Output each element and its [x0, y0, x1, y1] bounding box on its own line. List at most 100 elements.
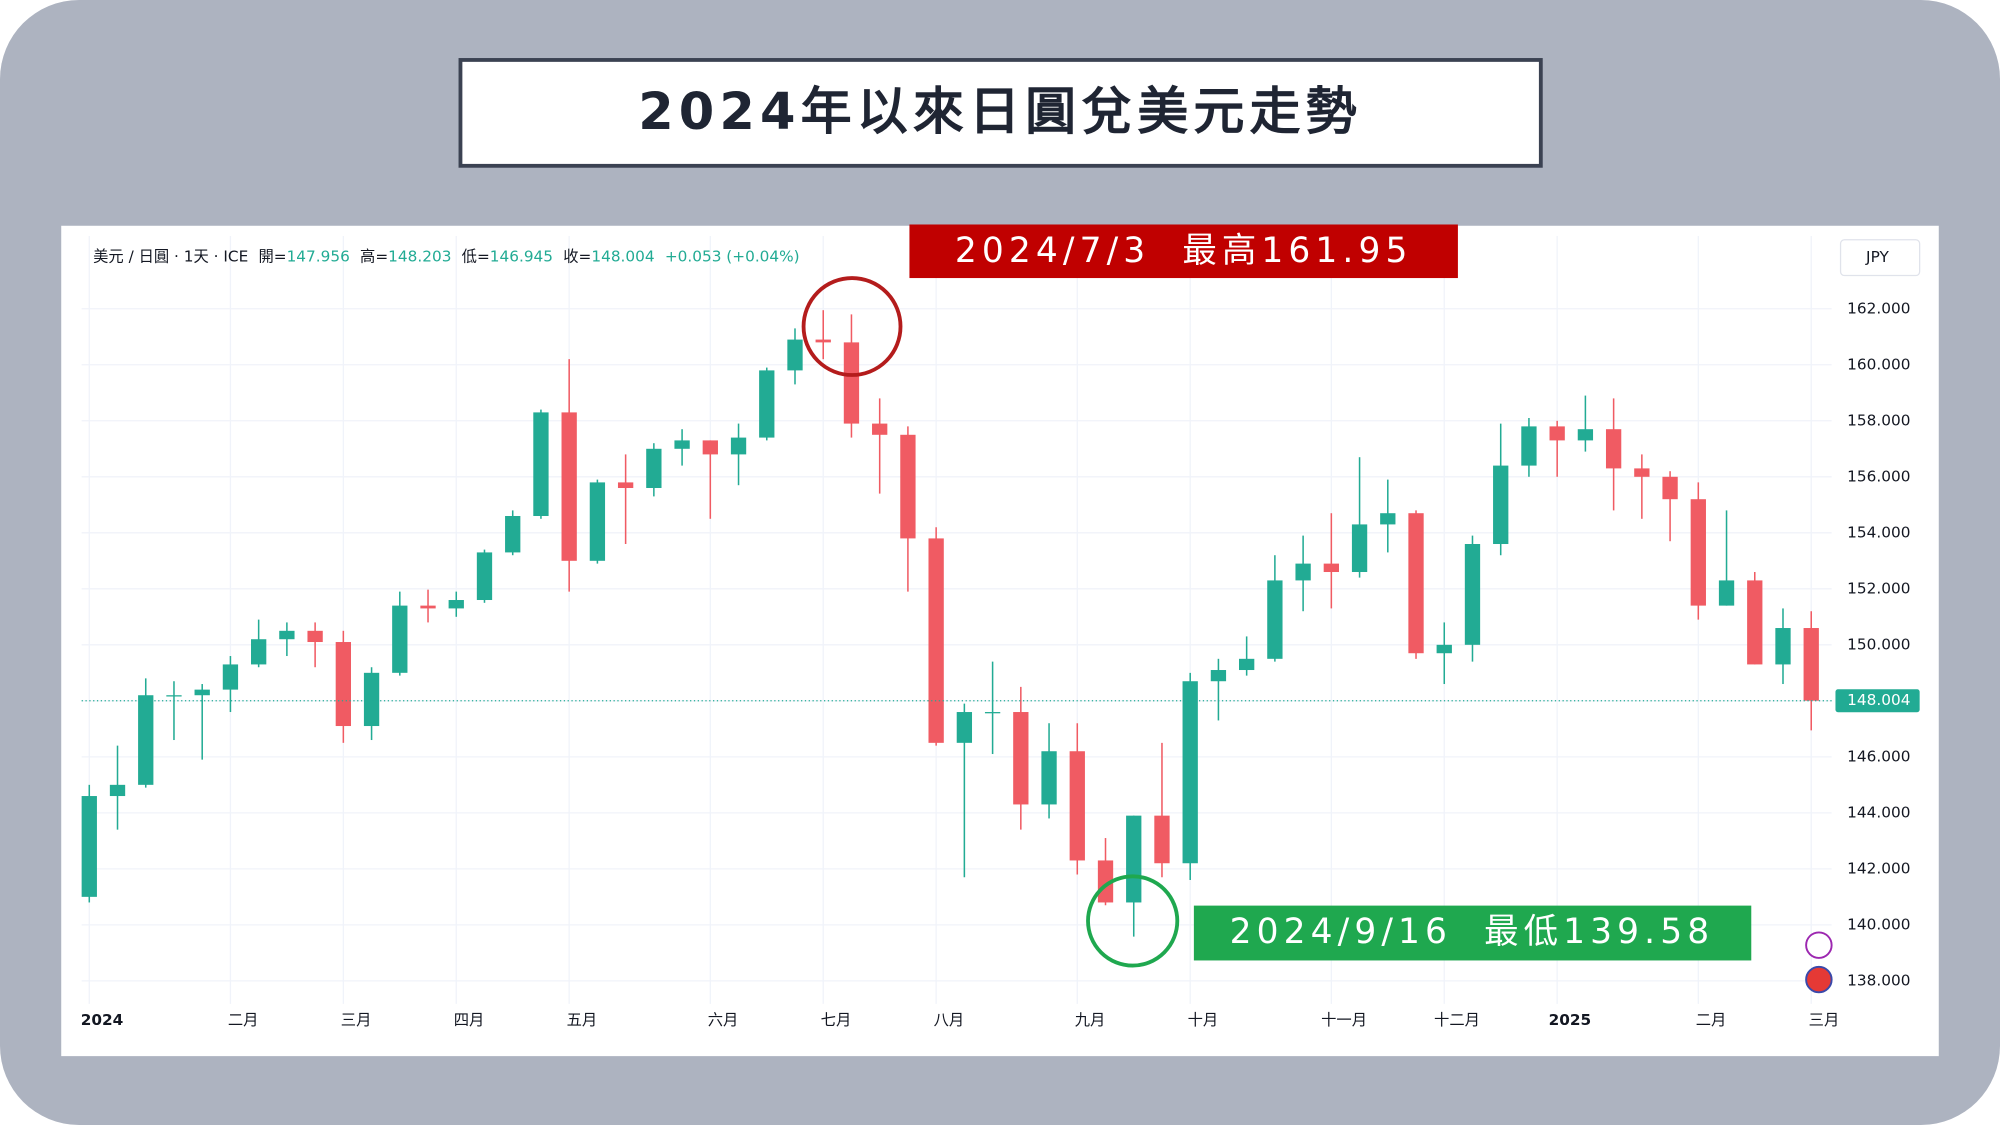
candle-body: [1464, 544, 1481, 645]
candle-body: [476, 552, 493, 601]
high-annotation-box: [909, 224, 1458, 279]
field-label: 低=: [462, 247, 490, 265]
x-tick-label: 十一月: [1321, 1011, 1367, 1029]
candle-body: [1323, 563, 1339, 573]
candle-body: [166, 695, 182, 697]
low-annotation: 2024/9/16 最低139.58: [1230, 912, 1715, 952]
symbol: 美元 / 日圓 · 1天 · ICE: [93, 247, 248, 265]
candle-body: [730, 437, 747, 455]
candle-body: [1408, 513, 1424, 654]
candle-body: [1097, 860, 1114, 903]
candle-body: [533, 412, 549, 517]
field-value: 147.956: [287, 247, 350, 265]
candle-body: [1634, 468, 1650, 477]
plot: 148.004: [81, 310, 1920, 937]
candle-body: [1041, 751, 1057, 805]
x-tick-label: 六月: [708, 1011, 739, 1029]
candle-body: [1605, 429, 1622, 469]
low-circle: [1086, 874, 1180, 968]
title-box: [458, 58, 1543, 168]
candle-body: [1295, 563, 1311, 581]
last-price-box: [1835, 689, 1920, 713]
candle-body: [279, 630, 295, 640]
x-tick-label: 四月: [454, 1011, 485, 1029]
candle-body: [335, 642, 351, 727]
candle-body: [1267, 580, 1283, 659]
y-tick-label: 156.000: [1847, 467, 1910, 485]
x-tick-label: 2024: [81, 1011, 124, 1029]
candle-body: [815, 339, 831, 343]
x-tick-label: 十月: [1188, 1011, 1219, 1029]
y-tick-label: 160.000: [1847, 355, 1910, 373]
x-tick-label: 三月: [1809, 1011, 1840, 1029]
y-tick-label: 152.000: [1847, 579, 1910, 597]
y-tick-label: 146.000: [1847, 747, 1910, 765]
x-tick-label: 三月: [341, 1011, 372, 1029]
candle-body: [928, 538, 944, 743]
candle-body: [1747, 580, 1763, 665]
candle-body: [1154, 815, 1170, 864]
candle-body: [392, 605, 408, 673]
candle-body: [1775, 628, 1791, 665]
y-tick-label: 142.000: [1847, 859, 1910, 877]
y-tick-label: 138.000: [1847, 971, 1910, 989]
candle-body: [1690, 499, 1706, 606]
candle-body: [1803, 628, 1819, 701]
x-tick-label: 八月: [934, 1011, 965, 1029]
candle-body: [589, 482, 606, 561]
candle-body: [363, 672, 380, 727]
candle-body: [1380, 513, 1396, 525]
candle-body: [1182, 681, 1198, 864]
chart-title: 2024年以來日圓兌美元走勢: [638, 83, 1362, 142]
candle-body: [505, 516, 521, 553]
icon[interactable]: [1805, 965, 1833, 994]
currency: JPY: [1865, 248, 1889, 266]
y-tick-label: 158.000: [1847, 411, 1910, 429]
candle-body: [1718, 580, 1735, 606]
candle-body: [1069, 751, 1085, 861]
candle-body: [1013, 712, 1029, 805]
candle-body: [251, 639, 267, 665]
candle-body: [702, 440, 718, 455]
candle-body: [900, 434, 916, 539]
candle-body: [1239, 658, 1255, 671]
x-tick-label: 2025: [1549, 1011, 1592, 1029]
y-tick-label: 140.000: [1847, 915, 1910, 933]
candle-body: [1662, 476, 1678, 500]
y-tick-label: 162.000: [1847, 299, 1910, 317]
change: +0.053 (+0.04%): [665, 247, 800, 265]
candle-body: [1521, 426, 1537, 466]
field-value: 148.203: [388, 247, 451, 265]
x-tick-label: 五月: [567, 1011, 598, 1029]
candle-body: [1577, 429, 1594, 441]
candle-body: [1549, 426, 1565, 441]
candle-body: [1126, 815, 1142, 903]
candle-body: [674, 440, 690, 449]
high-circle: [801, 276, 903, 377]
high-annotation: 2024/7/3 最高161.95: [955, 231, 1413, 271]
candle-body: [222, 664, 239, 690]
candle-body: [984, 712, 1001, 714]
y-tick-label: 150.000: [1847, 635, 1910, 653]
icon[interactable]: [1805, 931, 1833, 959]
candle-body: [646, 448, 662, 489]
x-tick-label: 二月: [1696, 1011, 1727, 1029]
field-label: 高=: [360, 247, 388, 265]
candle-body: [81, 796, 97, 897]
x-tick-label: 九月: [1075, 1011, 1106, 1029]
y-tick-label: 144.000: [1847, 803, 1910, 821]
candle-body: [872, 423, 888, 435]
field-value: 148.004: [591, 247, 654, 265]
field-value: 146.945: [490, 247, 553, 265]
candle-body: [448, 600, 464, 609]
candle-body: [1351, 524, 1368, 573]
candle-body: [956, 712, 973, 743]
low-annotation-box: [1193, 905, 1752, 961]
candle-body: [420, 605, 436, 609]
last-price-label: 148.004: [1847, 691, 1910, 709]
candle-body: [1210, 670, 1227, 682]
candle-body: [787, 339, 803, 371]
field-label: 收=: [563, 247, 591, 265]
